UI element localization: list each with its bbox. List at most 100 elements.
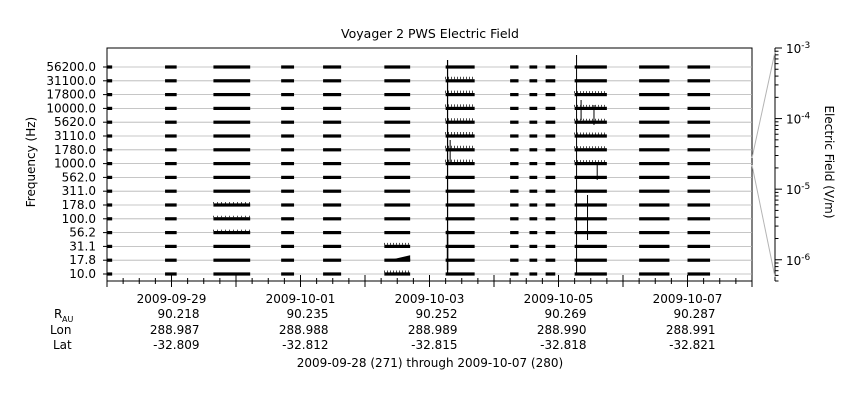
data-segment xyxy=(281,258,295,262)
data-segment xyxy=(545,231,556,235)
data-segment xyxy=(384,244,411,248)
data-segment xyxy=(107,120,113,124)
data-segment xyxy=(384,79,411,83)
data-segment xyxy=(107,162,113,166)
data-segment xyxy=(384,231,411,235)
data-segment xyxy=(545,189,556,193)
data-segment xyxy=(323,106,342,110)
data-segment xyxy=(213,217,251,221)
data-segment xyxy=(687,134,711,138)
colorbar-tick-label: 10-4 xyxy=(786,112,811,127)
y-tick-label: 17800.0 xyxy=(46,88,96,102)
data-segment xyxy=(510,189,519,193)
data-segment xyxy=(281,272,295,276)
activity-trace xyxy=(445,76,473,80)
data-segment xyxy=(281,244,295,248)
data-segment xyxy=(529,65,538,69)
data-segment xyxy=(639,258,670,262)
data-segment xyxy=(574,93,607,97)
data-segment xyxy=(639,244,670,248)
x-tick-label: 2009-10-07 xyxy=(653,292,723,306)
ephem-lon-value: 288.990 xyxy=(537,323,587,337)
data-segment xyxy=(107,203,113,207)
ephem-r-value: 90.269 xyxy=(545,307,587,321)
y-tick-label: 5620.0 xyxy=(54,115,96,129)
data-segment xyxy=(510,175,519,179)
data-segment xyxy=(384,189,411,193)
data-segment xyxy=(384,134,411,138)
ephem-label-lat: Lat xyxy=(53,338,72,352)
data-segment xyxy=(574,162,607,166)
colorbar-label: Electric Field (V/m) xyxy=(822,105,836,218)
data-segment xyxy=(687,231,711,235)
data-segment xyxy=(445,231,475,235)
data-segment xyxy=(445,175,475,179)
data-segment xyxy=(529,258,538,262)
data-segment xyxy=(529,79,538,83)
data-segment xyxy=(213,106,251,110)
data-segment xyxy=(165,272,177,276)
ephem-lon-value: 288.991 xyxy=(666,323,716,337)
y-tick-label: 10.0 xyxy=(69,267,96,281)
data-segment xyxy=(639,175,670,179)
data-segment xyxy=(510,217,519,221)
data-segment xyxy=(574,231,607,235)
data-segment xyxy=(445,272,475,276)
data-segment xyxy=(281,175,295,179)
data-segment xyxy=(639,189,670,193)
activity-trace xyxy=(574,132,605,135)
data-segment xyxy=(323,65,342,69)
data-segment xyxy=(445,148,475,152)
data-segment xyxy=(529,106,538,110)
data-segment xyxy=(165,134,177,138)
data-segment xyxy=(107,244,113,248)
data-segment xyxy=(545,65,556,69)
data-segment xyxy=(107,231,113,235)
data-segment xyxy=(574,258,607,262)
data-segment xyxy=(545,120,556,124)
channel-trace xyxy=(107,231,711,235)
channel-trace xyxy=(107,120,711,124)
data-segment xyxy=(510,65,519,69)
data-segment xyxy=(165,65,177,69)
data-segment xyxy=(107,175,113,179)
data-segment xyxy=(687,175,711,179)
colorbar-connector xyxy=(751,51,776,159)
data-segment xyxy=(445,134,475,138)
data-segment xyxy=(545,203,556,207)
activity-trace xyxy=(445,132,473,135)
x-tick-label: 2009-10-03 xyxy=(395,292,465,306)
data-segment xyxy=(213,244,251,248)
data-segment xyxy=(574,189,607,193)
data-segment xyxy=(281,93,295,97)
ephem-r-value: 90.218 xyxy=(158,307,200,321)
data-segment xyxy=(510,93,519,97)
data-segment xyxy=(281,79,295,83)
data-segment xyxy=(639,217,670,221)
activity-trace xyxy=(213,229,250,232)
data-segment xyxy=(213,93,251,97)
ephem-label-r-sub: AU xyxy=(62,315,73,324)
data-segment xyxy=(574,175,607,179)
data-segment xyxy=(107,258,113,262)
data-segment xyxy=(281,134,295,138)
activity-trace xyxy=(445,159,473,163)
data-segment xyxy=(384,272,411,276)
data-segment xyxy=(165,231,177,235)
channel-trace xyxy=(107,175,711,179)
data-segment xyxy=(323,244,342,248)
data-segment xyxy=(107,106,113,110)
data-segment xyxy=(323,203,342,207)
data-segment xyxy=(545,244,556,248)
data-segment xyxy=(281,148,295,152)
data-segment xyxy=(165,120,177,124)
activity-ramp xyxy=(384,255,411,262)
data-segment xyxy=(323,93,342,97)
data-segment xyxy=(384,148,411,152)
ephem-r-value: 90.287 xyxy=(674,307,716,321)
channel-trace xyxy=(107,203,711,207)
channel-trace xyxy=(107,134,711,138)
data-segment xyxy=(213,189,251,193)
data-segment xyxy=(639,272,670,276)
activity-trace xyxy=(574,91,605,94)
